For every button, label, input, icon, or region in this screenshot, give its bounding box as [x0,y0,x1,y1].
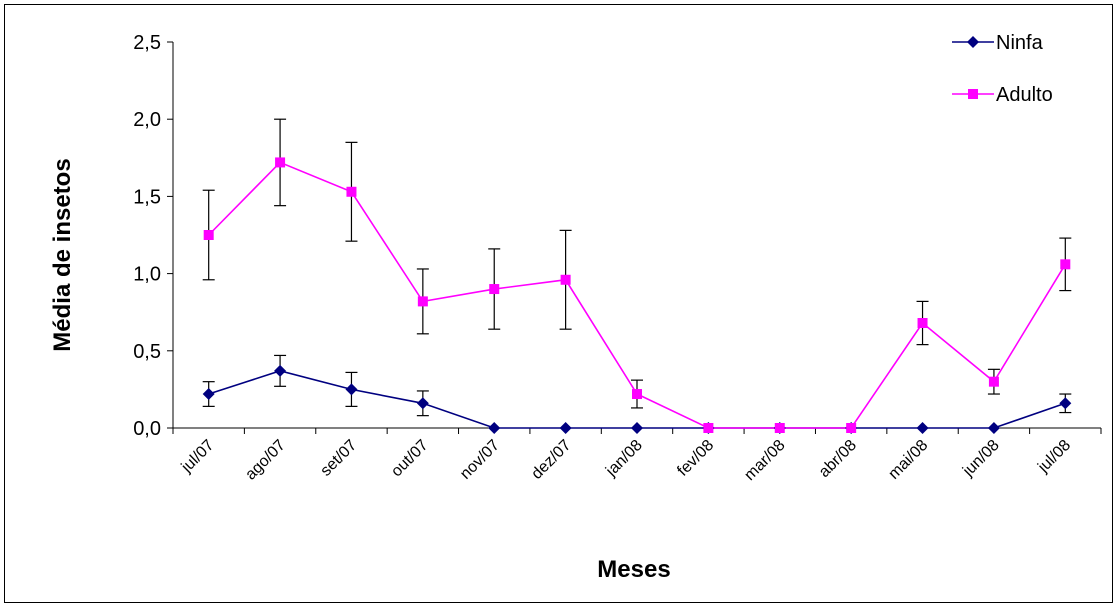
error-bars [202,118,1072,417]
point-adulto [346,186,357,197]
point-ninfa [416,397,429,410]
series-markers [202,157,1072,434]
chart-frame [4,4,1113,603]
point-ninfa [274,364,287,377]
x-tick-label: nov/07 [457,437,503,483]
point-adulto [846,423,857,433]
x-tick-label: jul/07 [178,437,218,477]
point-ninfa [345,383,358,396]
legend-label-adulto: Adulto [996,84,1053,106]
x-tick-label: fev/08 [674,437,717,480]
point-adulto [560,274,571,285]
x-tick-label: mai/08 [885,437,931,483]
x-tick-label: jul/08 [1034,437,1074,477]
point-ninfa [631,422,643,434]
point-ninfa [1059,397,1072,410]
y-tick-label: 1,0 [133,264,161,286]
point-adulto [1060,259,1071,270]
point-ninfa [916,422,929,434]
point-adulto [632,389,642,400]
point-adulto [917,318,928,329]
y-tick-label: 2,5 [133,32,161,54]
point-adulto [417,296,428,307]
x-tick-label: set/07 [317,437,360,480]
legend: Ninfa Adulto [952,32,1053,106]
x-tick-label: ago/07 [242,437,289,484]
point-adulto [988,376,999,387]
x-tick-label: abr/08 [816,437,860,481]
legend-label-ninfa: Ninfa [996,32,1044,54]
y-tick-label: 0,5 [133,341,161,363]
y-tick-label: 1,5 [133,186,161,208]
point-adulto [489,284,500,295]
y-tick-label: 2,0 [133,109,161,131]
point-ninfa [488,422,501,434]
point-adulto [275,157,286,168]
point-adulto [703,423,714,433]
point-adulto [203,230,214,240]
legend-marker-adulto [968,89,978,99]
y-tick-label: 0,0 [133,418,161,440]
x-tick-label: dez/07 [528,437,574,483]
point-ninfa [202,388,215,401]
point-adulto [774,423,785,433]
legend-marker-ninfa [967,36,979,48]
point-ninfa [559,422,572,434]
y-axis-title: Média de insetos [49,158,76,351]
x-tick-label: mar/08 [741,437,788,484]
point-ninfa [987,422,1000,434]
x-tick-label: out/07 [388,437,432,481]
axes: 0,0 0,5 1,0 1,5 2,0 2,5 jul/07 ago/07 set/07 out/… [133,32,1102,484]
x-tick-label: jan/08 [602,437,646,481]
x-tick-label: jun/08 [959,437,1003,481]
x-axis-title: Meses [597,556,670,583]
